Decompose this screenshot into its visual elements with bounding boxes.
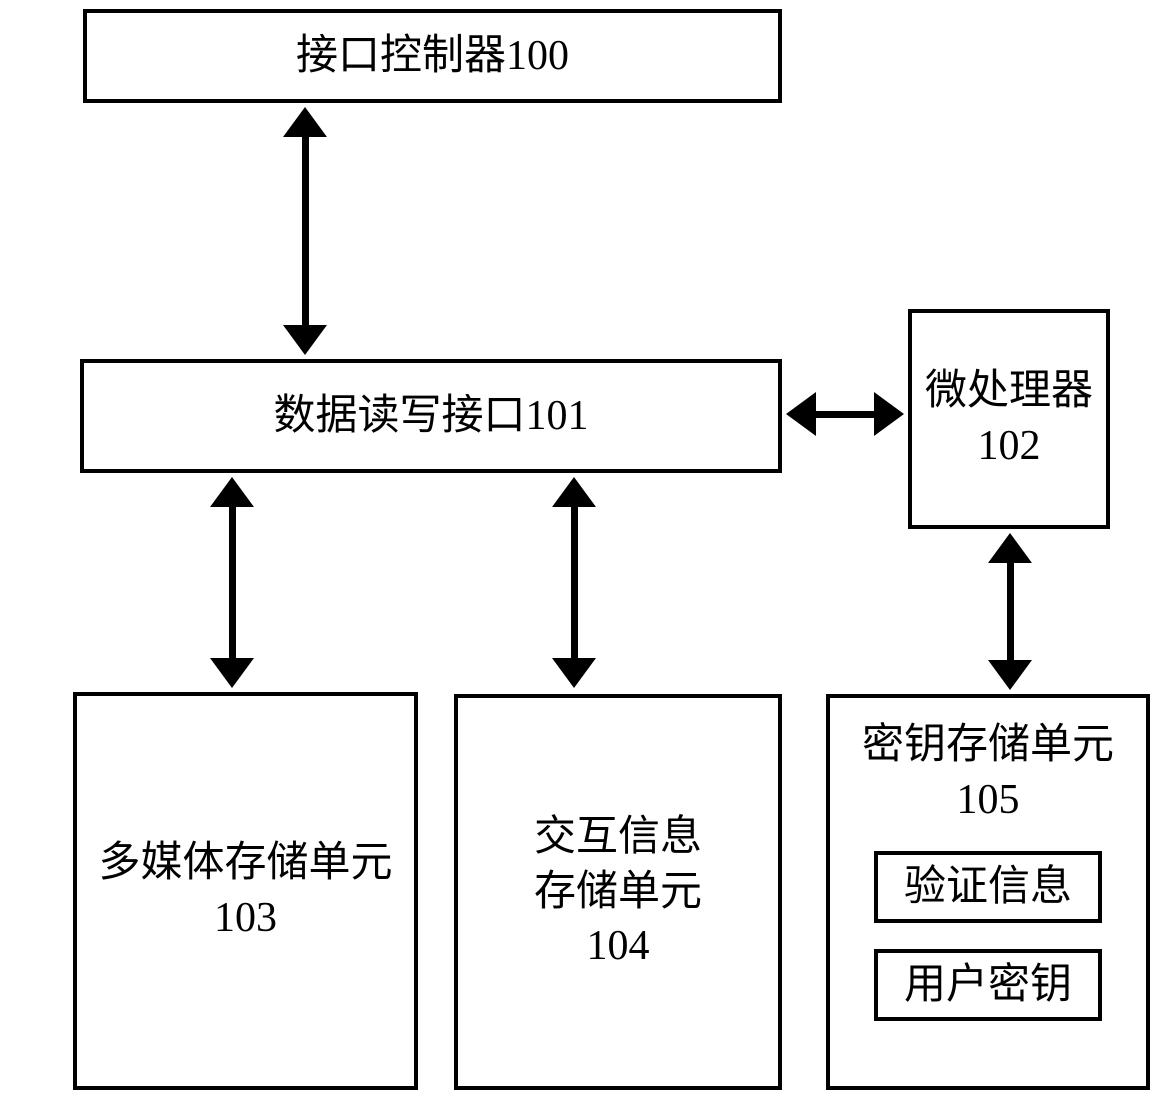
node-label: 接口控制器100 <box>296 29 569 84</box>
arrowhead-down-icon <box>283 325 327 355</box>
arrowhead-left-icon <box>786 392 816 436</box>
arrowhead-up-icon <box>988 533 1032 563</box>
arrowhead-up-icon <box>210 477 254 507</box>
node-label-line: 存储单元 <box>534 865 702 920</box>
node-label-line: 交互信息 <box>534 810 702 865</box>
inner-user-key: 用户密钥 <box>874 949 1102 1021</box>
node-label: 数据读写接口101 <box>273 389 588 444</box>
inner-label: 验证信息 <box>904 860 1072 915</box>
inner-label: 用户密钥 <box>904 958 1072 1013</box>
arrowhead-down-icon <box>988 660 1032 690</box>
edge-101-103 <box>229 499 236 666</box>
arrowhead-up-icon <box>552 477 596 507</box>
node-label-line: 多媒体存储单元 <box>98 836 392 891</box>
edge-101-104 <box>571 499 578 666</box>
node-interaction-storage: 交互信息 存储单元 104 <box>454 694 782 1090</box>
node-label-line: 102 <box>978 419 1041 474</box>
node-interface-controller: 接口控制器100 <box>83 9 782 103</box>
arrowhead-down-icon <box>210 658 254 688</box>
node-label-line: 密钥存储单元 <box>862 718 1114 773</box>
edge-102-105 <box>1007 555 1014 668</box>
node-multimedia-storage: 多媒体存储单元 103 <box>73 692 418 1090</box>
node-key-storage: 密钥存储单元 105 验证信息 用户密钥 <box>826 694 1150 1090</box>
node-data-rw-interface: 数据读写接口101 <box>80 359 782 473</box>
arrowhead-right-icon <box>874 392 904 436</box>
node-microprocessor: 微处理器 102 <box>908 309 1110 529</box>
node-label-line: 103 <box>214 891 277 946</box>
inner-verify-info: 验证信息 <box>874 851 1102 923</box>
node-label-line: 微处理器 <box>925 364 1093 419</box>
edge-100-101 <box>302 129 309 333</box>
edge-101-102 <box>808 411 882 418</box>
arrowhead-down-icon <box>552 658 596 688</box>
node-label-line: 105 <box>957 773 1020 828</box>
node-label-line: 104 <box>587 919 650 974</box>
arrowhead-up-icon <box>283 107 327 137</box>
